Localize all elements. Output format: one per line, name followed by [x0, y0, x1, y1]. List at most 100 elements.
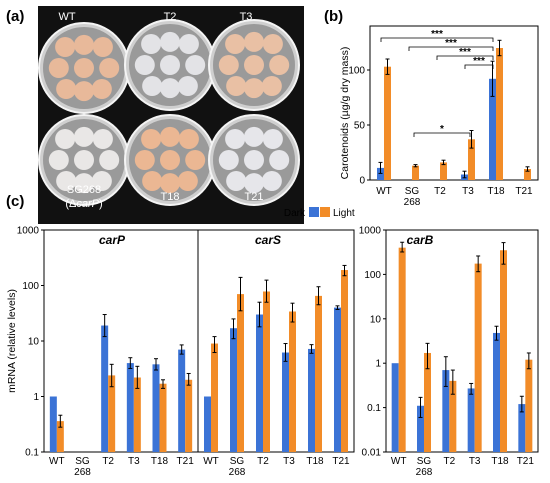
legend-light-swatch: [320, 207, 330, 217]
colony: [56, 79, 77, 99]
colony: [177, 76, 198, 96]
x-tick-label: SG: [405, 186, 420, 197]
colony: [225, 129, 246, 149]
colony: [244, 78, 264, 99]
colony: [262, 34, 283, 54]
bar: [152, 364, 160, 452]
x-tick-label: SG: [417, 456, 432, 467]
panel-a-label: (a): [6, 8, 24, 25]
colony: [142, 76, 163, 96]
bar: [391, 363, 399, 452]
colony: [48, 58, 69, 78]
bar: [211, 343, 218, 452]
x-tick-label: T2: [102, 456, 114, 467]
colony: [74, 150, 94, 170]
legend-dark-swatch: [309, 207, 319, 217]
plate-label-t21: T21: [245, 191, 264, 203]
colony: [99, 58, 120, 78]
colony: [225, 34, 246, 54]
bar: [49, 396, 57, 452]
panel-b-label: (b): [324, 8, 343, 25]
plate-label-t2: T2: [164, 11, 177, 23]
x-tick-label: T18: [491, 456, 509, 467]
colony: [141, 34, 162, 54]
y-tick-label: 10: [370, 314, 382, 325]
bar: [289, 311, 296, 452]
x-tick-label: T21: [177, 456, 195, 467]
ylabel-carotenoids: Carotenoids (µg/g dry mass): [339, 47, 351, 180]
bar: [334, 307, 341, 452]
legend-dark-label: Dark: [284, 208, 306, 219]
bar: [282, 352, 289, 452]
colony: [134, 150, 155, 170]
significance-bracket: [464, 64, 494, 69]
colony: [178, 34, 199, 54]
y-tick-label: 0.01: [362, 448, 382, 459]
colony: [142, 171, 163, 191]
significance-mark: *: [440, 124, 444, 135]
significance-bracket: [436, 55, 494, 60]
bar: [468, 139, 475, 180]
x-tick-label: T2: [443, 456, 455, 467]
colony: [244, 126, 264, 147]
colony: [261, 171, 282, 191]
colony: [160, 31, 180, 52]
plot-frame: [43, 229, 199, 453]
y-tick-label: 0: [359, 176, 365, 187]
bar: [185, 379, 193, 452]
bar: [518, 404, 526, 452]
x-tick-label: T3: [128, 456, 140, 467]
x-tick-label: WT: [376, 186, 392, 197]
y-tick-label: 0.1: [367, 403, 381, 414]
x-tick-label: T2: [434, 186, 446, 197]
significance-mark: ***: [445, 38, 457, 49]
significance-mark: ***: [459, 47, 471, 58]
colony: [48, 150, 69, 170]
title-carS: carS: [255, 233, 281, 247]
y-tick-label: 1000: [17, 226, 40, 237]
x-tick-label: T3: [462, 186, 474, 197]
colony: [91, 79, 112, 99]
colony: [185, 150, 206, 170]
plate-label-sg268: SG268: [67, 184, 101, 196]
colony: [74, 173, 94, 194]
colony: [160, 150, 180, 170]
colony: [226, 76, 247, 96]
bar: [489, 78, 496, 180]
y-tick-label: 10: [28, 337, 40, 348]
chart-mrna: mRNA (relative levels) carP carS carB 0.…: [6, 226, 539, 478]
y-tick-label: 100: [364, 270, 381, 281]
colony: [178, 129, 199, 149]
colony: [74, 126, 94, 147]
bar: [377, 167, 384, 180]
colony: [244, 55, 264, 75]
bar: [108, 375, 116, 452]
plate-label-t18: T18: [161, 191, 180, 203]
y-tick-label: 0.1: [25, 448, 39, 459]
colony: [141, 129, 162, 149]
bar: [101, 325, 109, 452]
bar: [493, 332, 500, 452]
colony: [244, 173, 264, 194]
colony: [74, 81, 94, 102]
colony: [55, 37, 76, 57]
plot-frame: [197, 229, 355, 453]
significance-bracket: [408, 46, 494, 51]
colony: [185, 55, 206, 75]
colony: [74, 58, 94, 78]
bar: [204, 396, 211, 452]
x-tick-label: SG: [75, 456, 90, 467]
plot-frame: [369, 25, 539, 181]
colony: [55, 129, 76, 149]
plate-photo: WT T2 T3 SG268 (ΔcarP) T18 T21: [38, 6, 304, 224]
bar: [398, 247, 406, 452]
colony: [218, 150, 239, 170]
panel-c-label: (c): [6, 193, 24, 210]
colony: [226, 171, 247, 191]
colony: [160, 55, 180, 75]
colony: [92, 37, 113, 57]
colony: [56, 171, 77, 191]
x-tick-label: T18: [487, 186, 505, 197]
bar: [500, 250, 507, 452]
